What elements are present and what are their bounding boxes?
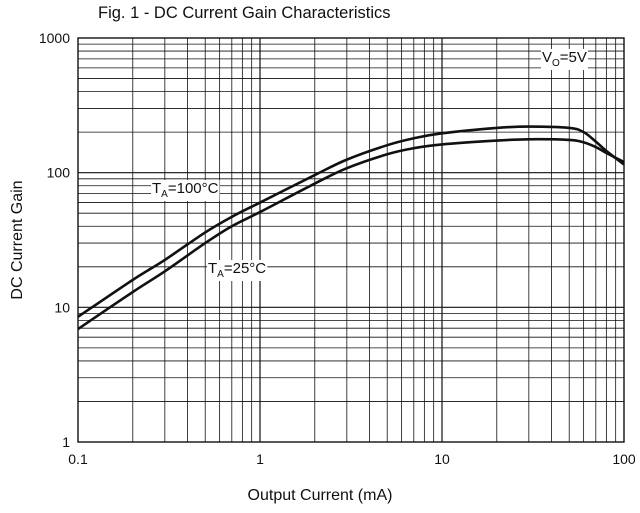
x-tick-label: 10 xyxy=(434,451,450,467)
annotation-ta-100c: TA=100°C xyxy=(152,180,219,200)
annotation-vo: VO=5V xyxy=(542,49,587,69)
y-tick-label: 100 xyxy=(47,165,71,181)
x-tick-label: 1 xyxy=(256,451,264,467)
y-tick-label: 1 xyxy=(62,434,70,450)
annotations: VO=5V TA=100°C TA=25°C xyxy=(151,49,588,281)
y-axis-label: DC Current Gain xyxy=(9,180,26,300)
series-line-ta-100c xyxy=(77,125,625,318)
annotation-ta-25c-bg xyxy=(207,260,268,281)
series-line-ta-25c xyxy=(77,137,625,331)
x-tick-label: 0.1 xyxy=(68,451,88,467)
annotation-ta-100c-bg xyxy=(151,180,220,201)
x-tick-label: 100 xyxy=(612,451,636,467)
series-lines xyxy=(77,125,625,331)
x-axis-label: Output Current (mA) xyxy=(247,487,393,504)
annotation-vo-bg xyxy=(541,49,588,70)
annotation-ta-25c: TA=25°C xyxy=(208,260,266,280)
y-tick-label: 10 xyxy=(54,299,70,315)
grid-lines xyxy=(78,38,624,442)
y-tick-label: 1000 xyxy=(39,30,70,46)
plot-frame xyxy=(77,37,625,443)
chart-title: Fig. 1 - DC Current Gain Characteristics xyxy=(98,4,391,22)
